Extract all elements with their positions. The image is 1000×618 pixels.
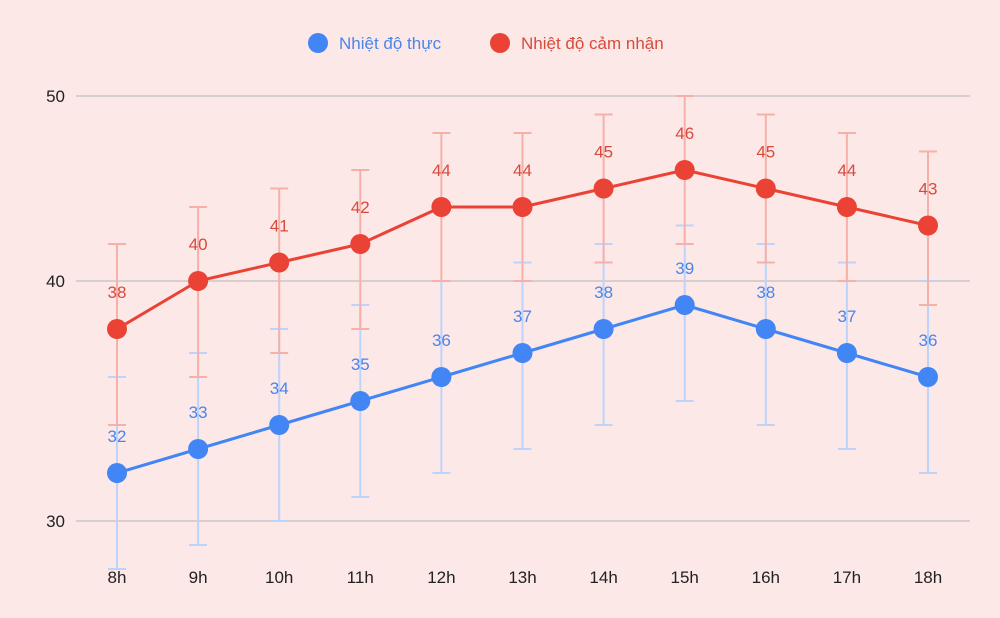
data-point-0-16h[interactable] bbox=[755, 319, 776, 339]
legend-item-actual[interactable]: Nhiệt độ thực bbox=[308, 33, 442, 53]
legend: Nhiệt độ thực Nhiệt độ cảm nhận bbox=[308, 33, 664, 53]
data-label-0-13h: 37 bbox=[513, 307, 532, 326]
data-point-1-16h[interactable] bbox=[755, 178, 776, 199]
data-label-1-10h: 41 bbox=[270, 217, 289, 236]
x-tick-label-17h: 17h bbox=[833, 568, 861, 587]
data-label-0-17h: 37 bbox=[837, 307, 856, 326]
data-point-0-8h[interactable] bbox=[107, 463, 127, 483]
data-point-0-10h[interactable] bbox=[269, 415, 290, 435]
data-point-0-17h[interactable] bbox=[836, 343, 857, 363]
data-label-0-14h: 38 bbox=[594, 283, 613, 302]
y-tick-label-40: 40 bbox=[46, 272, 65, 291]
data-label-0-16h: 38 bbox=[756, 283, 775, 302]
data-label-1-18h: 43 bbox=[919, 180, 938, 199]
x-tick-label-16h: 16h bbox=[752, 568, 780, 587]
y-tick-label-30: 30 bbox=[46, 512, 65, 531]
data-label-0-12h: 36 bbox=[432, 331, 451, 350]
data-point-1-9h[interactable] bbox=[188, 271, 209, 291]
legend-label-actual: Nhiệt độ thực bbox=[339, 34, 442, 53]
data-point-0-18h[interactable] bbox=[918, 367, 938, 387]
data-label-0-18h: 36 bbox=[919, 331, 938, 350]
data-label-1-15h: 46 bbox=[675, 124, 694, 143]
data-point-0-9h[interactable] bbox=[188, 439, 209, 459]
data-label-0-10h: 34 bbox=[270, 379, 289, 398]
data-point-1-15h[interactable] bbox=[674, 160, 695, 180]
x-tick-label-18h: 18h bbox=[914, 568, 942, 587]
data-point-1-14h[interactable] bbox=[593, 178, 614, 199]
data-label-1-11h: 42 bbox=[351, 198, 370, 217]
legend-label-felt: Nhiệt độ cảm nhận bbox=[521, 34, 664, 53]
y-tick-label-50: 50 bbox=[46, 87, 65, 106]
data-point-0-15h[interactable] bbox=[674, 295, 695, 315]
x-tick-label-11h: 11h bbox=[347, 568, 374, 587]
x-tick-label-15h: 15h bbox=[671, 568, 699, 587]
data-label-1-17h: 44 bbox=[837, 161, 856, 180]
x-tick-label-8h: 8h bbox=[108, 568, 127, 587]
data-point-1-11h[interactable] bbox=[350, 234, 371, 254]
data-point-1-10h[interactable] bbox=[269, 252, 290, 273]
error-bar-1-9h bbox=[189, 206, 208, 378]
data-label-1-14h: 45 bbox=[594, 143, 613, 162]
x-tick-label-14h: 14h bbox=[589, 568, 617, 587]
x-tick-label-10h: 10h bbox=[265, 568, 293, 587]
data-point-0-12h[interactable] bbox=[431, 367, 452, 387]
data-label-1-8h: 38 bbox=[108, 283, 127, 302]
legend-item-felt[interactable]: Nhiệt độ cảm nhận bbox=[490, 33, 664, 53]
data-label-0-11h: 35 bbox=[351, 355, 370, 374]
x-tick-label-9h: 9h bbox=[189, 568, 208, 587]
data-point-0-13h[interactable] bbox=[512, 343, 533, 363]
data-point-1-8h[interactable] bbox=[107, 319, 127, 339]
x-axis-ticks: 8h 9h 10h 11h 12h 13h 14h 15h 16h 17h 18h bbox=[108, 568, 943, 587]
data-label-1-16h: 45 bbox=[756, 143, 775, 162]
data-label-0-9h: 33 bbox=[189, 403, 208, 422]
data-point-1-17h[interactable] bbox=[836, 197, 857, 217]
data-labels: 32 33 34 35 36 37 38 39 38 37 36 38 40 41 42 44 44 45 46 45… bbox=[108, 124, 938, 446]
y-axis-ticks: 30 40 50 bbox=[46, 87, 65, 531]
data-point-1-12h[interactable] bbox=[431, 197, 452, 217]
data-point-1-18h[interactable] bbox=[918, 215, 938, 236]
series-points bbox=[107, 160, 938, 483]
data-point-0-11h[interactable] bbox=[350, 391, 371, 411]
data-point-0-14h[interactable] bbox=[593, 319, 614, 339]
data-label-1-12h: 44 bbox=[432, 161, 451, 180]
data-label-0-8h: 32 bbox=[108, 427, 127, 446]
data-label-1-9h: 40 bbox=[189, 235, 208, 254]
data-point-1-13h[interactable] bbox=[512, 197, 533, 217]
x-tick-label-12h: 12h bbox=[427, 568, 455, 587]
legend-marker-felt bbox=[490, 33, 510, 53]
x-tick-label-13h: 13h bbox=[508, 568, 536, 587]
legend-marker-actual bbox=[308, 33, 328, 53]
data-label-1-13h: 44 bbox=[513, 161, 532, 180]
data-label-0-15h: 39 bbox=[675, 259, 694, 278]
